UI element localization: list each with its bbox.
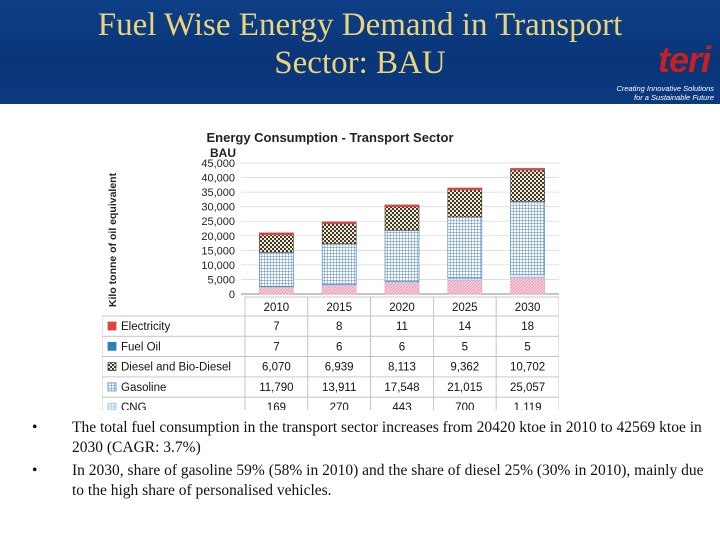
data-label: 7 bbox=[273, 341, 279, 353]
y-tick-label: 10,000 bbox=[201, 260, 235, 272]
bullet-item: • In 2030, share of gasoline 59% (58% in… bbox=[30, 461, 710, 501]
bar-segment-electricity bbox=[447, 187, 483, 191]
bar-segment-diesel-and-bio-diesel bbox=[447, 189, 483, 218]
legend-label: Diesel and Bio-Diesel bbox=[121, 362, 231, 374]
bar-segment-atf bbox=[384, 282, 420, 295]
data-table: 2010 2015 2020 2025 2030 Electricity 7 8 11 14 18 F… bbox=[101, 296, 560, 439]
bar-segment-gasoline bbox=[510, 200, 545, 275]
bar-segment-diesel-and-bio-diesel bbox=[510, 169, 545, 202]
bullet-text: The total fuel consumption in the transp… bbox=[72, 419, 702, 456]
data-label: 14 bbox=[458, 321, 471, 333]
bar-segment-gasoline bbox=[384, 229, 420, 282]
data-label: 8,113 bbox=[388, 362, 416, 374]
bar-segment-atf bbox=[510, 277, 545, 295]
bar-segment-diesel-and-bio-diesel bbox=[321, 223, 357, 245]
y-axis-label: Kilo tonne of oil equivalent bbox=[107, 172, 119, 307]
slide-title-line2: Sector: BAU bbox=[274, 45, 446, 81]
data-label: 1,119 bbox=[514, 402, 542, 410]
data-label: 10,702 bbox=[510, 362, 545, 374]
chart-subtitle: BAU bbox=[210, 146, 236, 160]
bar-segment-electricity bbox=[259, 232, 294, 235]
logo-wordmark: teri bbox=[657, 39, 711, 80]
teri-logo: teri Creating Innovative Solutions for a… bbox=[602, 39, 718, 103]
bar-segment-gasoline bbox=[447, 216, 483, 279]
data-label: 17,548 bbox=[384, 382, 419, 394]
energy-chart: 0 5,000 10,000 15,000 20,000 25,000 30,000 35,0… bbox=[101, 118, 560, 439]
legend-swatch bbox=[107, 321, 117, 331]
title-banner: Fuel Wise Energy Demand in Transport Sec… bbox=[0, 0, 720, 104]
data-label: 7 bbox=[273, 321, 279, 333]
data-label: 11 bbox=[396, 321, 408, 333]
y-tick-label: 5,000 bbox=[207, 274, 235, 286]
x-category-label: 2030 bbox=[515, 302, 541, 314]
legend-label: Electricity bbox=[121, 321, 170, 333]
bullet-dot: • bbox=[32, 419, 38, 436]
data-label: 700 bbox=[455, 402, 474, 410]
x-category-label: 2020 bbox=[389, 302, 415, 314]
logo-tagline-1: Creating Innovative Solutions bbox=[616, 84, 714, 93]
data-label: 270 bbox=[330, 402, 349, 410]
y-tick-label: 20,000 bbox=[201, 231, 235, 243]
data-label: 8 bbox=[336, 321, 342, 333]
data-label: 6 bbox=[399, 341, 405, 353]
bullet-text: In 2030, share of gasoline 59% (58% in 2… bbox=[72, 462, 704, 499]
slide-title-line1: Fuel Wise Energy Demand in Transport bbox=[97, 7, 623, 43]
y-tick-label: 45,000 bbox=[201, 158, 235, 170]
bar-segment-atf bbox=[259, 286, 294, 295]
legend-label: CNG bbox=[121, 402, 147, 410]
chart-svg: 0 5,000 10,000 15,000 20,000 25,000 30,000 35,0… bbox=[101, 130, 560, 439]
data-label: 6,070 bbox=[262, 362, 291, 374]
bullet-list: • The total fuel consumption in the tran… bbox=[30, 418, 710, 504]
x-category-label: 2025 bbox=[452, 302, 478, 314]
chart-bars bbox=[259, 168, 545, 295]
bullet-dot: • bbox=[32, 462, 38, 479]
bar-segment-atf bbox=[321, 284, 357, 295]
bar-segment-atf bbox=[447, 279, 483, 295]
legend-swatch bbox=[107, 402, 117, 412]
legend-swatch bbox=[107, 341, 117, 351]
bullet-item: • The total fuel consumption in the tran… bbox=[30, 418, 710, 458]
logo-tagline-2: for a Sustainable Future bbox=[633, 93, 714, 102]
y-tick-label: 0 bbox=[229, 289, 235, 301]
bar-segment-diesel-and-bio-diesel bbox=[384, 206, 420, 231]
legend-label: Fuel Oil bbox=[121, 341, 161, 353]
data-label: 5 bbox=[462, 341, 468, 353]
data-label: 21,015 bbox=[447, 382, 482, 394]
bar-segment-electricity bbox=[510, 168, 545, 171]
data-label: 169 bbox=[267, 402, 286, 410]
data-label: 9,362 bbox=[450, 362, 479, 374]
y-tick-label: 35,000 bbox=[201, 187, 235, 199]
bar-segment-gasoline bbox=[259, 251, 294, 287]
chart-grid: 0 5,000 10,000 15,000 20,000 25,000 30,000 35,0… bbox=[201, 158, 559, 301]
legend-swatch bbox=[107, 382, 117, 392]
chart-title: Energy Consumption - Transport Sector bbox=[206, 130, 453, 145]
data-label: 25,057 bbox=[510, 382, 545, 394]
x-category-label: 2010 bbox=[264, 302, 290, 314]
data-label: 18 bbox=[521, 321, 534, 333]
data-label: 13,911 bbox=[322, 382, 356, 394]
y-tick-label: 30,000 bbox=[201, 202, 235, 214]
y-tick-label: 25,000 bbox=[201, 216, 235, 228]
y-tick-label: 15,000 bbox=[201, 245, 235, 257]
data-label: 11,790 bbox=[259, 382, 293, 394]
slide-title: Fuel Wise Energy Demand in Transport Sec… bbox=[40, 6, 680, 82]
bar-segment-diesel-and-bio-diesel bbox=[259, 234, 294, 253]
legend-swatch bbox=[107, 362, 117, 372]
data-label: 6 bbox=[336, 341, 342, 353]
bar-segment-electricity bbox=[321, 221, 357, 225]
x-category-label: 2015 bbox=[326, 302, 352, 314]
bar-segment-electricity bbox=[384, 204, 420, 207]
legend-label: Gasoline bbox=[121, 382, 166, 394]
data-label: 6,939 bbox=[325, 362, 354, 374]
data-label: 443 bbox=[392, 402, 411, 410]
bar-segment-cng bbox=[510, 273, 545, 278]
data-label: 5 bbox=[524, 341, 530, 353]
y-tick-label: 40,000 bbox=[201, 173, 235, 185]
bar-segment-gasoline bbox=[321, 243, 357, 285]
